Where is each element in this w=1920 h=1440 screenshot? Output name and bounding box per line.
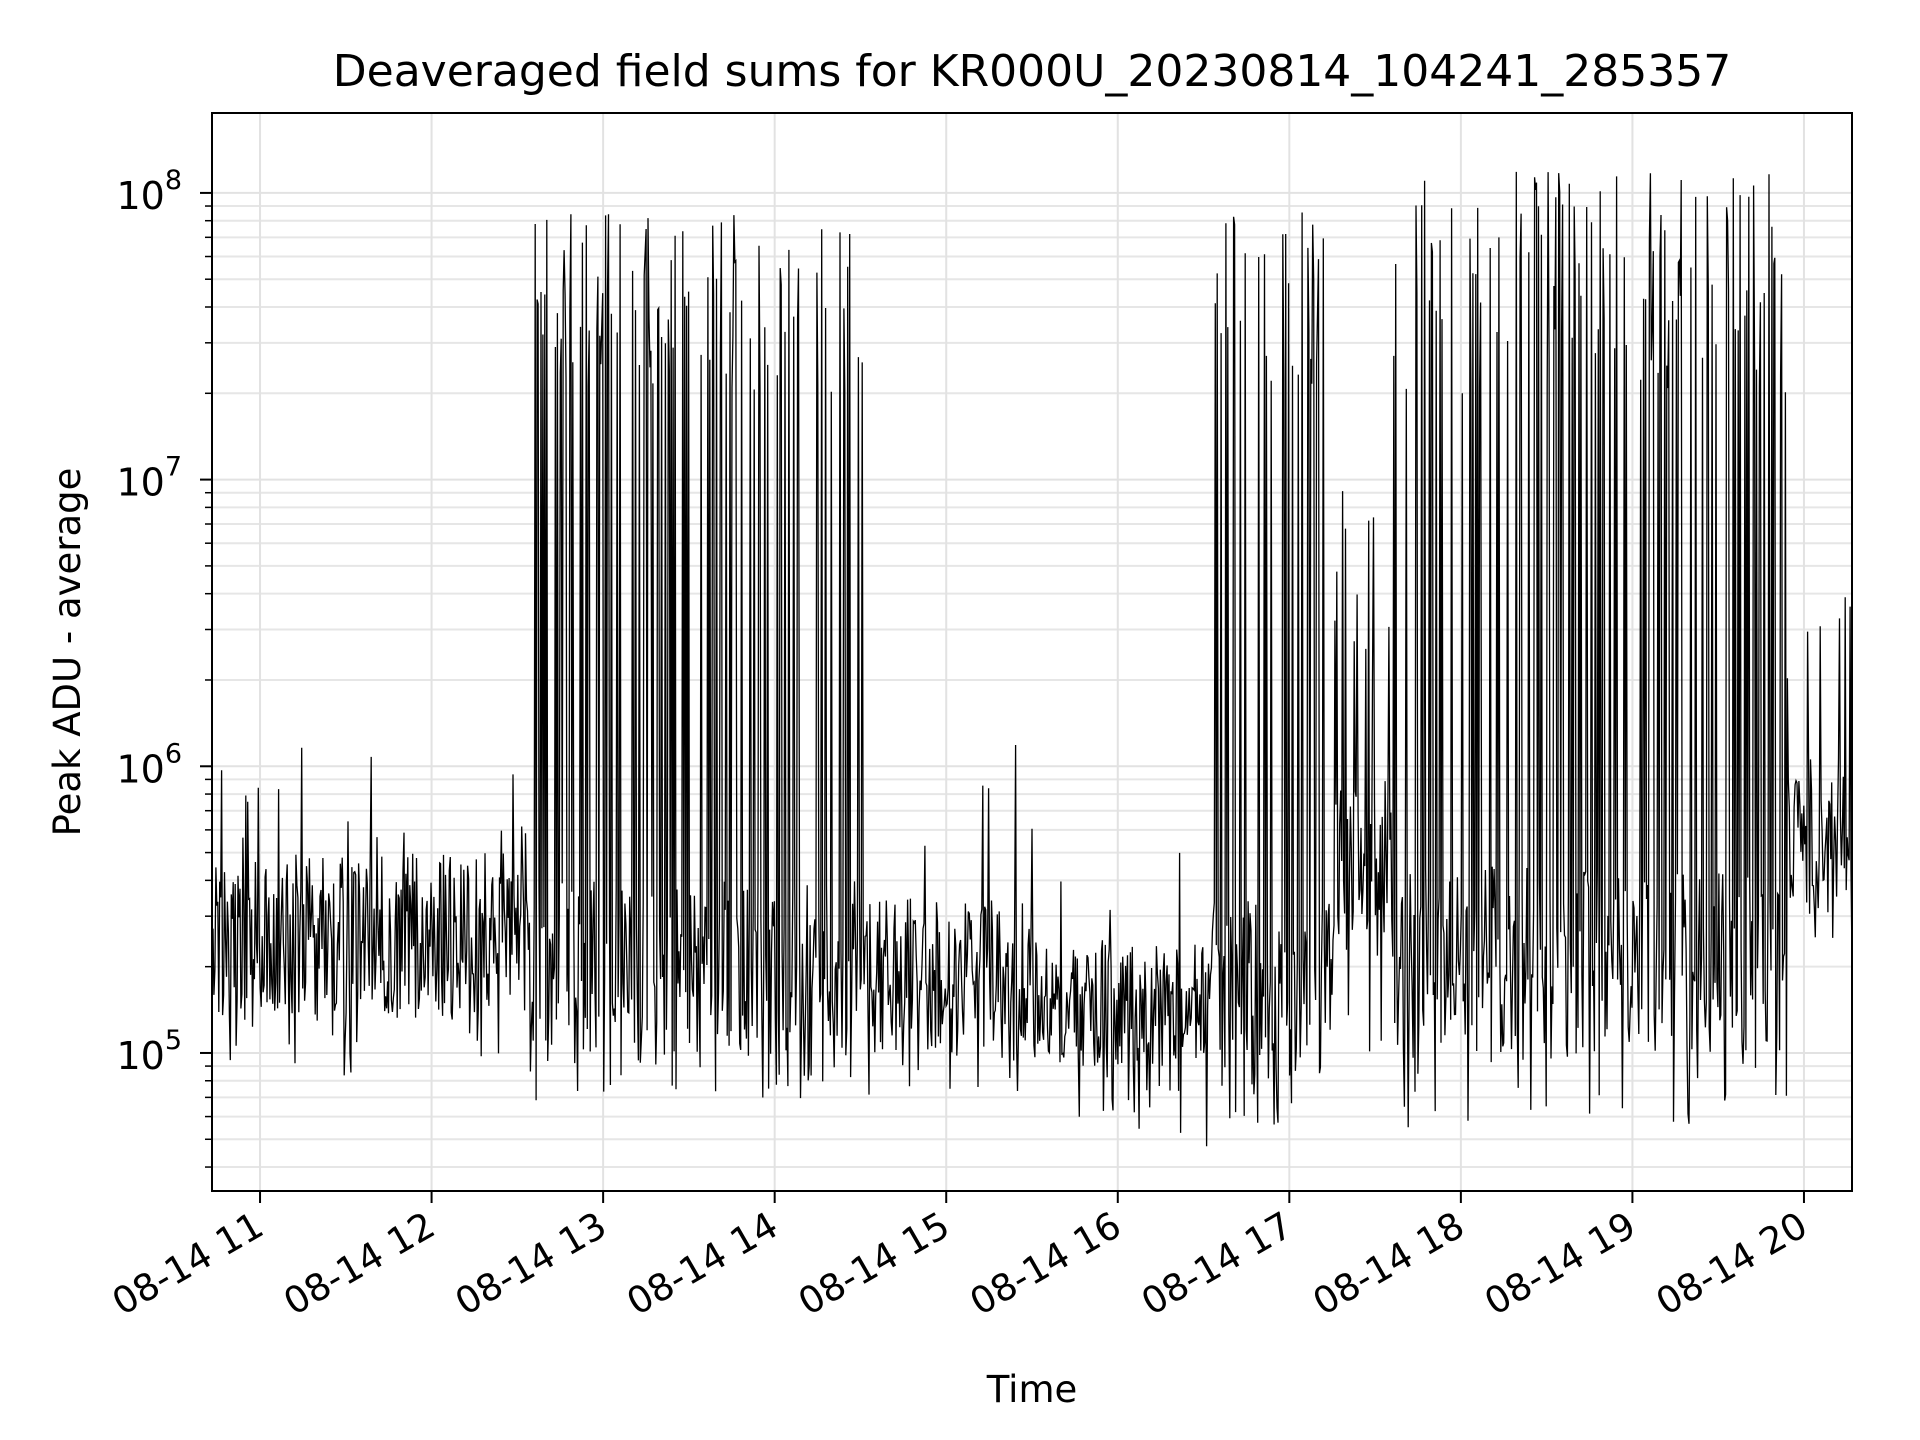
x-axis-label: Time xyxy=(986,1368,1078,1411)
plot-frame xyxy=(211,112,1853,1192)
y-axis-label: Peak ADU - average xyxy=(46,468,89,837)
y-tick-label: 105 xyxy=(116,1025,182,1078)
major-gridlines xyxy=(212,113,1852,1191)
y-axis: 105 106 107 108 xyxy=(116,165,212,1168)
y-tick-label: 106 xyxy=(116,738,182,791)
series-layer xyxy=(211,171,1853,1147)
y-tick-label: 108 xyxy=(116,165,182,218)
series-line xyxy=(211,171,1853,1147)
y-tick-label: 107 xyxy=(116,452,182,505)
chart-title: Deaveraged field sums for KR000U_2023081… xyxy=(333,46,1731,97)
